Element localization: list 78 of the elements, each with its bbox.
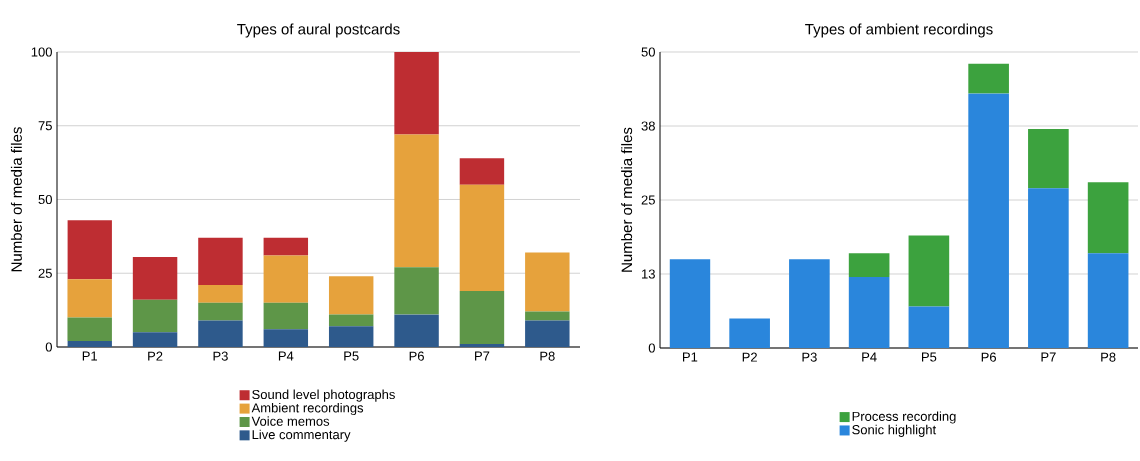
x-tick-label: P1 bbox=[82, 351, 98, 361]
bar bbox=[67, 317, 112, 342]
bar bbox=[198, 302, 243, 321]
x-tick-label: P1 bbox=[683, 352, 698, 362]
bar bbox=[848, 253, 890, 277]
bar bbox=[908, 235, 950, 307]
bar bbox=[1087, 182, 1129, 254]
x-tick-label: P2 bbox=[148, 351, 163, 361]
bar bbox=[394, 267, 439, 315]
x-tick-label: P6 bbox=[981, 352, 997, 362]
bar bbox=[459, 184, 505, 291]
x-tick-label: P3 bbox=[802, 352, 817, 362]
x-tick-label: P4 bbox=[278, 351, 294, 361]
y-tick-label: 50 bbox=[641, 47, 655, 57]
chart-title: Types of aural postcards bbox=[237, 23, 400, 38]
bar bbox=[525, 252, 570, 312]
bar bbox=[198, 237, 243, 286]
bar bbox=[459, 158, 505, 185]
x-tick-label: P8 bbox=[1101, 352, 1116, 362]
bar bbox=[263, 329, 309, 347]
y-tick-label: 13 bbox=[642, 269, 655, 279]
bar bbox=[459, 344, 505, 347]
bar bbox=[525, 311, 570, 321]
y-tick-label: 0 bbox=[648, 343, 655, 353]
y-tick-label: 50 bbox=[38, 194, 52, 205]
legend-label: Live commentary bbox=[252, 429, 351, 442]
x-tick-label: P6 bbox=[409, 351, 424, 361]
bar bbox=[968, 93, 1009, 348]
bar bbox=[263, 302, 309, 330]
bar bbox=[1028, 188, 1069, 348]
x-tick-label: P8 bbox=[540, 351, 555, 361]
y-tick-label: 0 bbox=[45, 342, 52, 352]
legend-label: Ambient recordings bbox=[251, 402, 364, 416]
y-tick-label: 100 bbox=[31, 47, 52, 57]
x-tick-label: P2 bbox=[742, 352, 757, 362]
y-tick-label: 75 bbox=[38, 121, 52, 131]
x-tick-label: P7 bbox=[1041, 352, 1056, 362]
bar bbox=[328, 314, 374, 327]
bar bbox=[848, 276, 890, 348]
bar bbox=[908, 306, 950, 348]
x-tick-label: P3 bbox=[213, 351, 228, 361]
y-axis-title: Number of media files bbox=[621, 127, 633, 272]
x-tick-label: P7 bbox=[475, 351, 490, 361]
chart-title: Types of ambient recordings bbox=[805, 23, 993, 38]
bar bbox=[394, 134, 439, 268]
bar bbox=[198, 285, 243, 303]
bar bbox=[525, 320, 570, 347]
bar bbox=[67, 279, 112, 318]
legend-label: Voice memos bbox=[251, 416, 330, 426]
y-tick-label: 25 bbox=[641, 195, 655, 205]
bar bbox=[198, 320, 243, 347]
y-axis-title: Number of media files bbox=[10, 127, 22, 272]
bar bbox=[1028, 128, 1069, 189]
y-tick-label: 38 bbox=[641, 121, 655, 131]
legend-label: Process recording bbox=[852, 411, 956, 424]
bar bbox=[263, 255, 309, 303]
bar bbox=[789, 259, 830, 348]
bar bbox=[328, 276, 374, 315]
bar bbox=[328, 326, 374, 347]
bar bbox=[132, 257, 178, 300]
bar bbox=[67, 220, 112, 280]
x-tick-label: P5 bbox=[922, 352, 937, 362]
bar bbox=[459, 290, 505, 345]
bar bbox=[1087, 253, 1129, 348]
legend-label: Sonic highlight bbox=[852, 424, 937, 437]
bar bbox=[394, 52, 439, 135]
bar bbox=[132, 332, 178, 347]
bar bbox=[67, 341, 112, 347]
x-tick-label: P5 bbox=[344, 351, 359, 361]
y-tick-label: 25 bbox=[38, 268, 52, 278]
legend-label: Sound level photographs bbox=[252, 389, 395, 402]
bar bbox=[669, 259, 711, 348]
bar bbox=[394, 314, 439, 347]
bar bbox=[132, 299, 178, 333]
bar bbox=[729, 318, 770, 348]
x-tick-label: P4 bbox=[862, 352, 877, 362]
bar bbox=[263, 237, 309, 256]
bar bbox=[968, 63, 1009, 94]
